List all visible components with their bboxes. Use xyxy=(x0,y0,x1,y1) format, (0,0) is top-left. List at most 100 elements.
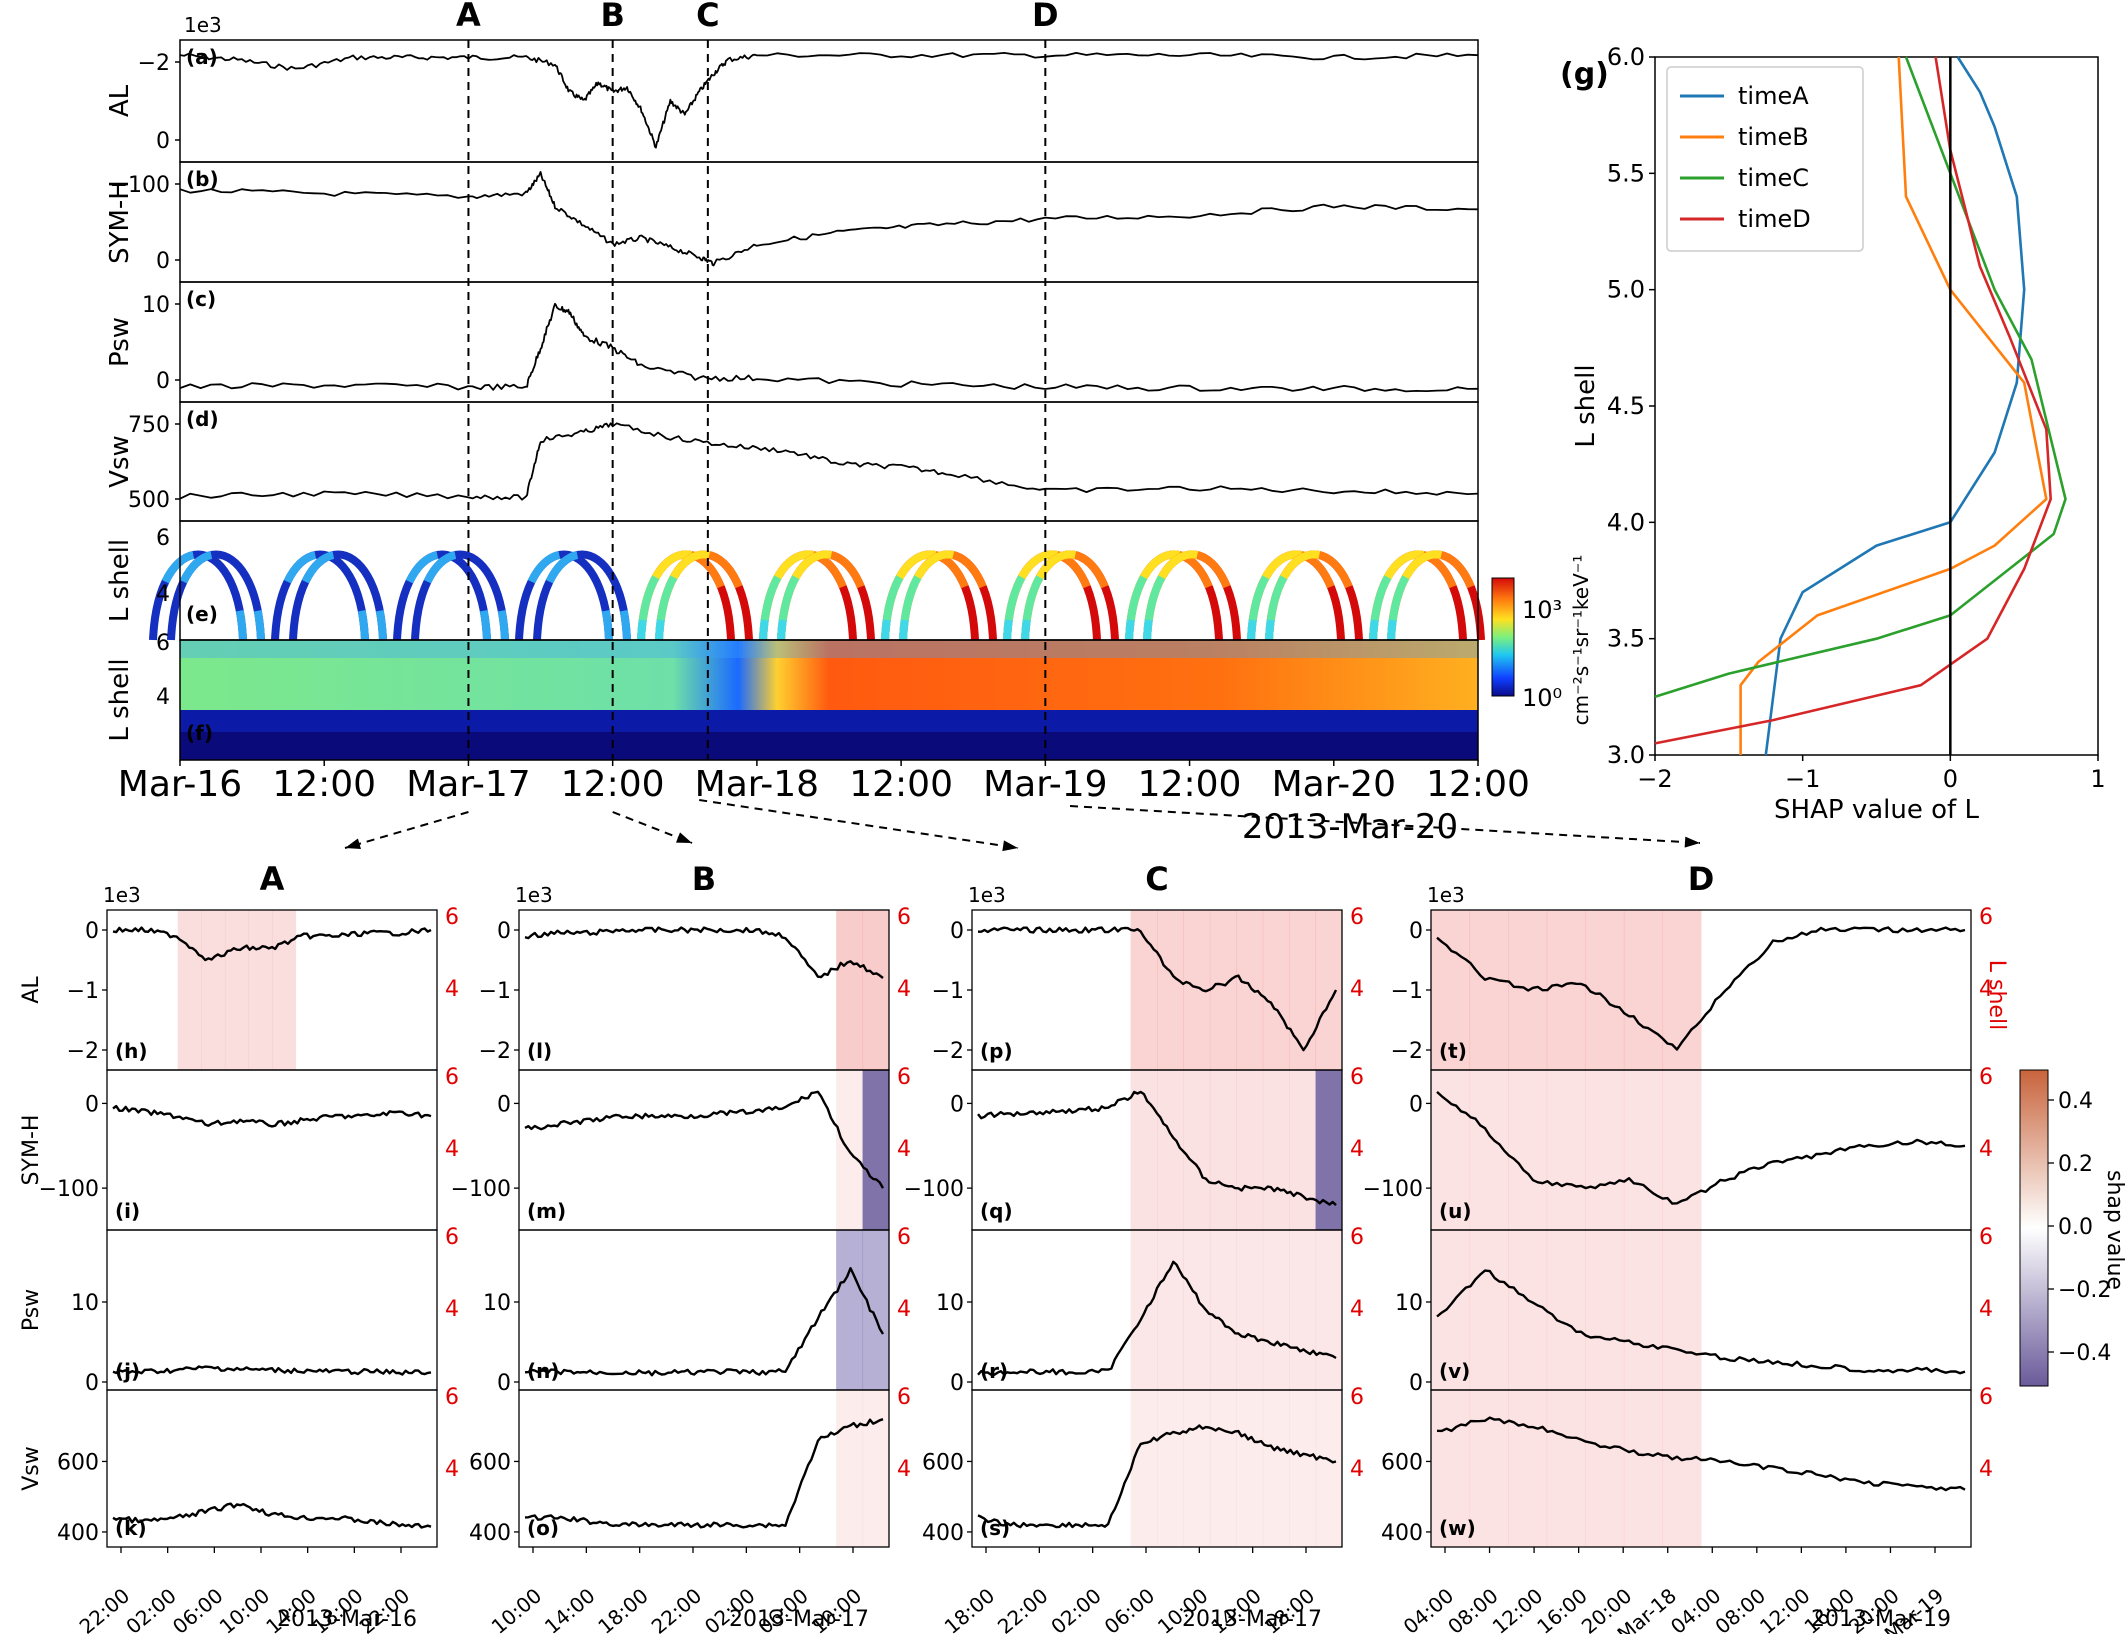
shap-shading-cell xyxy=(177,910,202,1070)
y-tick-label: 4 xyxy=(156,582,170,607)
right-tick-label: 6 xyxy=(445,905,459,930)
orbit-track xyxy=(393,550,491,641)
series-line-al xyxy=(179,52,1479,149)
series-line-psw xyxy=(179,302,1479,393)
shap-shading-cell xyxy=(1585,910,1625,1070)
x-tick-label: Mar-17 xyxy=(406,764,530,805)
x-tick-label: Mar-18 xyxy=(695,764,819,805)
right-tick-label: 6 xyxy=(445,1385,459,1410)
x-tick-label: 12:00 xyxy=(1138,764,1242,805)
y-tick-label: 0 xyxy=(85,1092,99,1117)
y-tick-label: 600 xyxy=(922,1450,964,1475)
shap-shading-cell xyxy=(1236,1390,1264,1547)
dashed-arrow xyxy=(699,799,1019,849)
y-tick-label: 3.0 xyxy=(1607,741,1645,769)
x-tick-label: Mar-20 xyxy=(1272,764,1396,805)
y-tick-label: 4 xyxy=(156,685,170,710)
right-tick-label: 4 xyxy=(1350,977,1364,1002)
shap-shading-cell xyxy=(1315,910,1343,1070)
shap-shading-cell xyxy=(1623,1390,1663,1547)
subplot-frame xyxy=(179,161,1479,283)
arrow-head xyxy=(1684,836,1700,848)
orbit-track-segment xyxy=(1265,550,1363,641)
y-tick-label: −100 xyxy=(451,1177,511,1202)
orbit-track-segment xyxy=(1125,550,1223,641)
colorbar-flux xyxy=(1491,577,1515,697)
orbit-track-segment xyxy=(1021,550,1119,641)
shap-series-vsw xyxy=(524,1418,884,1529)
colorbar-shap xyxy=(2019,1069,2049,1387)
shap-shading-cell xyxy=(1289,1390,1317,1547)
event-marker-label: D xyxy=(1032,0,1059,34)
y-tick-label: −100 xyxy=(110,173,170,198)
offset-text: 1e3 xyxy=(103,883,141,907)
right-tick-label: 4 xyxy=(1350,1137,1364,1162)
subplot-tag: (v) xyxy=(1439,1359,1470,1383)
orbit-track xyxy=(289,550,387,641)
colorbar-tick-label: 0.2 xyxy=(2058,1152,2093,1177)
orbit-track-segment xyxy=(881,550,979,641)
orbit-track-segment xyxy=(899,550,997,641)
orbit-track-segment xyxy=(655,550,753,641)
x-tick-label: 22:00 xyxy=(993,1583,1053,1634)
shap-series-al xyxy=(1436,926,1966,1051)
x-tick-label: 02:00 xyxy=(1046,1583,1106,1634)
shap-shading-cell xyxy=(1662,1070,1702,1230)
orbit-track-segment xyxy=(1247,550,1345,641)
orbit-track-segment xyxy=(637,550,735,641)
orbit-track-segment xyxy=(1003,550,1101,641)
orbit-track-segment xyxy=(655,550,753,641)
subplot-tag: (l) xyxy=(527,1039,552,1063)
orbit-track-highlight xyxy=(167,550,265,641)
x-tick-label: 18:00 xyxy=(940,1583,1000,1634)
orbit-track-segment xyxy=(1143,550,1241,641)
x-axis-date-label: 2013-Mar-19 xyxy=(1811,1607,1951,1632)
subplot-tag: (q) xyxy=(980,1199,1013,1223)
right-tick-label: 4 xyxy=(445,977,459,1002)
orbit-track-segment xyxy=(1143,550,1241,641)
shap-shading-cell xyxy=(1157,1230,1184,1390)
shap-shading-cell xyxy=(1662,910,1702,1070)
y-tick-label: 5.0 xyxy=(1607,276,1645,304)
orbit-track xyxy=(271,550,369,641)
y-tick-label: −1 xyxy=(1391,979,1423,1004)
orbit-track xyxy=(515,550,613,641)
y-axis-label: SYM-H xyxy=(19,1115,44,1186)
orbit-track-segment xyxy=(777,550,875,641)
orbit-track-segment xyxy=(881,550,979,641)
shap-shading-cell xyxy=(1662,1390,1702,1547)
shap-shading-cell xyxy=(1315,1070,1343,1230)
shap-shading-cell xyxy=(1431,1390,1471,1547)
orbit-track-segment xyxy=(777,550,875,641)
shap-shading-cell xyxy=(248,910,273,1070)
orbit-track-segment xyxy=(637,550,735,641)
orbit-track-segment xyxy=(1125,550,1223,641)
orbit-track-segment xyxy=(655,550,753,641)
subplot-tag: (d) xyxy=(186,407,219,431)
orbit-track-highlight xyxy=(515,550,613,641)
right-tick-label: 4 xyxy=(445,1297,459,1322)
shap-series-symh xyxy=(524,1090,885,1189)
y-tick-label: −1 xyxy=(67,979,99,1004)
right-tick-label: 6 xyxy=(1979,905,1993,930)
arrow-head xyxy=(345,838,361,850)
orbit-track xyxy=(167,550,265,641)
shap-series-symh xyxy=(112,1104,432,1128)
right-tick-label: 6 xyxy=(445,1225,459,1250)
legend-box xyxy=(1666,66,1864,252)
right-tick-label: 6 xyxy=(897,1385,911,1410)
orbit-track-segment xyxy=(1247,550,1345,641)
shap-series-vsw xyxy=(112,1502,432,1529)
offset-text: 1e3 xyxy=(184,13,222,37)
orbit-track-segment xyxy=(1247,550,1345,641)
subplot-tag: (h) xyxy=(115,1039,148,1063)
shap-shading-cell xyxy=(1585,1230,1625,1390)
shap-shading-cell xyxy=(862,1230,890,1390)
subplot-tag: (m) xyxy=(527,1199,566,1223)
orbit-track-segment xyxy=(637,550,735,641)
shap-shading-cell xyxy=(1546,910,1586,1070)
orbit-track xyxy=(411,550,509,641)
shap-curve-timeC xyxy=(1654,56,2067,699)
shap-shading-cell xyxy=(836,1390,864,1547)
